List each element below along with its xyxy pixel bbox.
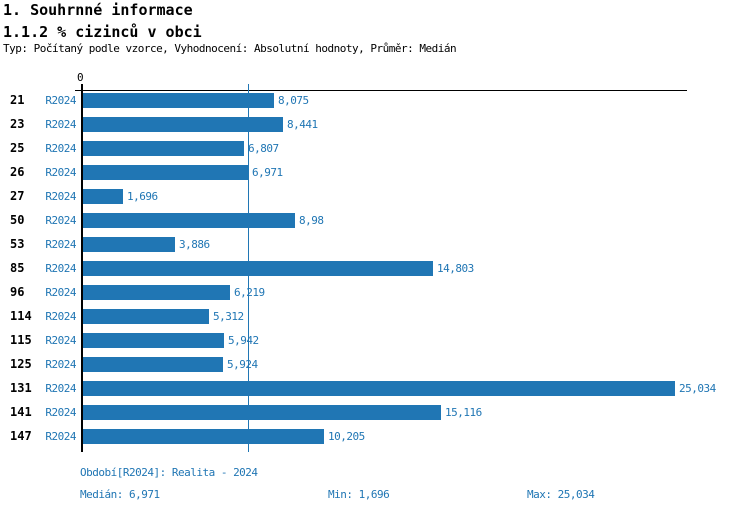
bar-row: 131 R2024 25,034 xyxy=(0,381,750,405)
category-label: 23 xyxy=(10,117,25,131)
value-label: 8,441 xyxy=(287,118,318,131)
section-title: 1. Souhrnné informace xyxy=(3,1,193,19)
bar xyxy=(83,141,244,156)
value-label: 6,219 xyxy=(234,286,265,299)
bar xyxy=(83,261,433,276)
bar-row: 23 R2024 8,441 xyxy=(0,117,750,141)
period-label: Období[R2024]: Realita - 2024 xyxy=(80,466,258,479)
value-label: 8,075 xyxy=(278,94,309,107)
series-label: R2024 xyxy=(45,430,76,443)
series-label: R2024 xyxy=(45,310,76,323)
value-label: 3,886 xyxy=(179,238,210,251)
bar xyxy=(83,117,283,132)
bar-row: 85 R2024 14,803 xyxy=(0,261,750,285)
median-stat: Medián: 6,971 xyxy=(80,488,160,501)
chart-subtitle: Typ: Počítaný podle vzorce, Vyhodnocení:… xyxy=(3,42,457,55)
bar xyxy=(83,429,324,444)
series-label: R2024 xyxy=(45,238,76,251)
bar xyxy=(83,309,209,324)
value-label: 5,924 xyxy=(227,358,258,371)
y-axis-line xyxy=(81,84,83,452)
x-axis-line xyxy=(75,90,687,91)
bar-row: 141 R2024 15,116 xyxy=(0,405,750,429)
series-label: R2024 xyxy=(45,118,76,131)
bar xyxy=(83,333,224,348)
bar xyxy=(83,93,274,108)
bar xyxy=(83,381,675,396)
value-label: 15,116 xyxy=(445,406,482,419)
bar-row: 21 R2024 8,075 xyxy=(0,93,750,117)
value-label: 8,98 xyxy=(299,214,324,227)
value-label: 25,034 xyxy=(679,382,716,395)
category-label: 131 xyxy=(10,381,32,395)
bar xyxy=(83,165,248,180)
bar-row: 115 R2024 5,942 xyxy=(0,333,750,357)
value-label: 1,696 xyxy=(127,190,158,203)
min-stat: Min: 1,696 xyxy=(328,488,390,501)
category-label: 21 xyxy=(10,93,25,107)
chart-title: 1.1.2 % cizinců v obci xyxy=(3,23,202,41)
x-axis-zero-label: 0 xyxy=(77,71,84,84)
series-label: R2024 xyxy=(45,166,76,179)
bar-row: 50 R2024 8,98 xyxy=(0,213,750,237)
series-label: R2024 xyxy=(45,142,76,155)
category-label: 96 xyxy=(10,285,25,299)
series-label: R2024 xyxy=(45,190,76,203)
bar-row: 125 R2024 5,924 xyxy=(0,357,750,381)
series-label: R2024 xyxy=(45,214,76,227)
bar xyxy=(83,357,223,372)
bar xyxy=(83,213,295,228)
bar-row: 53 R2024 3,886 xyxy=(0,237,750,261)
category-label: 114 xyxy=(10,309,32,323)
category-label: 25 xyxy=(10,141,25,155)
category-label: 27 xyxy=(10,189,25,203)
category-label: 125 xyxy=(10,357,32,371)
max-stat: Max: 25,034 xyxy=(527,488,595,501)
series-label: R2024 xyxy=(45,262,76,275)
value-label: 14,803 xyxy=(437,262,474,275)
bar-row: 114 R2024 5,312 xyxy=(0,309,750,333)
category-label: 141 xyxy=(10,405,32,419)
series-label: R2024 xyxy=(45,286,76,299)
value-label: 6,971 xyxy=(252,166,283,179)
bar xyxy=(83,285,230,300)
value-label: 5,942 xyxy=(228,334,259,347)
value-label: 5,312 xyxy=(213,310,244,323)
category-label: 115 xyxy=(10,333,32,347)
series-label: R2024 xyxy=(45,334,76,347)
category-label: 53 xyxy=(10,237,25,251)
bar-row: 26 R2024 6,971 xyxy=(0,165,750,189)
bar xyxy=(83,237,175,252)
bar-row: 25 R2024 6,807 xyxy=(0,141,750,165)
series-label: R2024 xyxy=(45,94,76,107)
series-label: R2024 xyxy=(45,406,76,419)
category-label: 26 xyxy=(10,165,25,179)
series-label: R2024 xyxy=(45,358,76,371)
value-label: 6,807 xyxy=(248,142,279,155)
bar-row: 147 R2024 10,205 xyxy=(0,429,750,453)
series-label: R2024 xyxy=(45,382,76,395)
value-label: 10,205 xyxy=(328,430,365,443)
category-label: 50 xyxy=(10,213,25,227)
bar-row: 27 R2024 1,696 xyxy=(0,189,750,213)
bar-row: 96 R2024 6,219 xyxy=(0,285,750,309)
bar xyxy=(83,189,123,204)
category-label: 147 xyxy=(10,429,32,443)
bar xyxy=(83,405,441,420)
category-label: 85 xyxy=(10,261,25,275)
